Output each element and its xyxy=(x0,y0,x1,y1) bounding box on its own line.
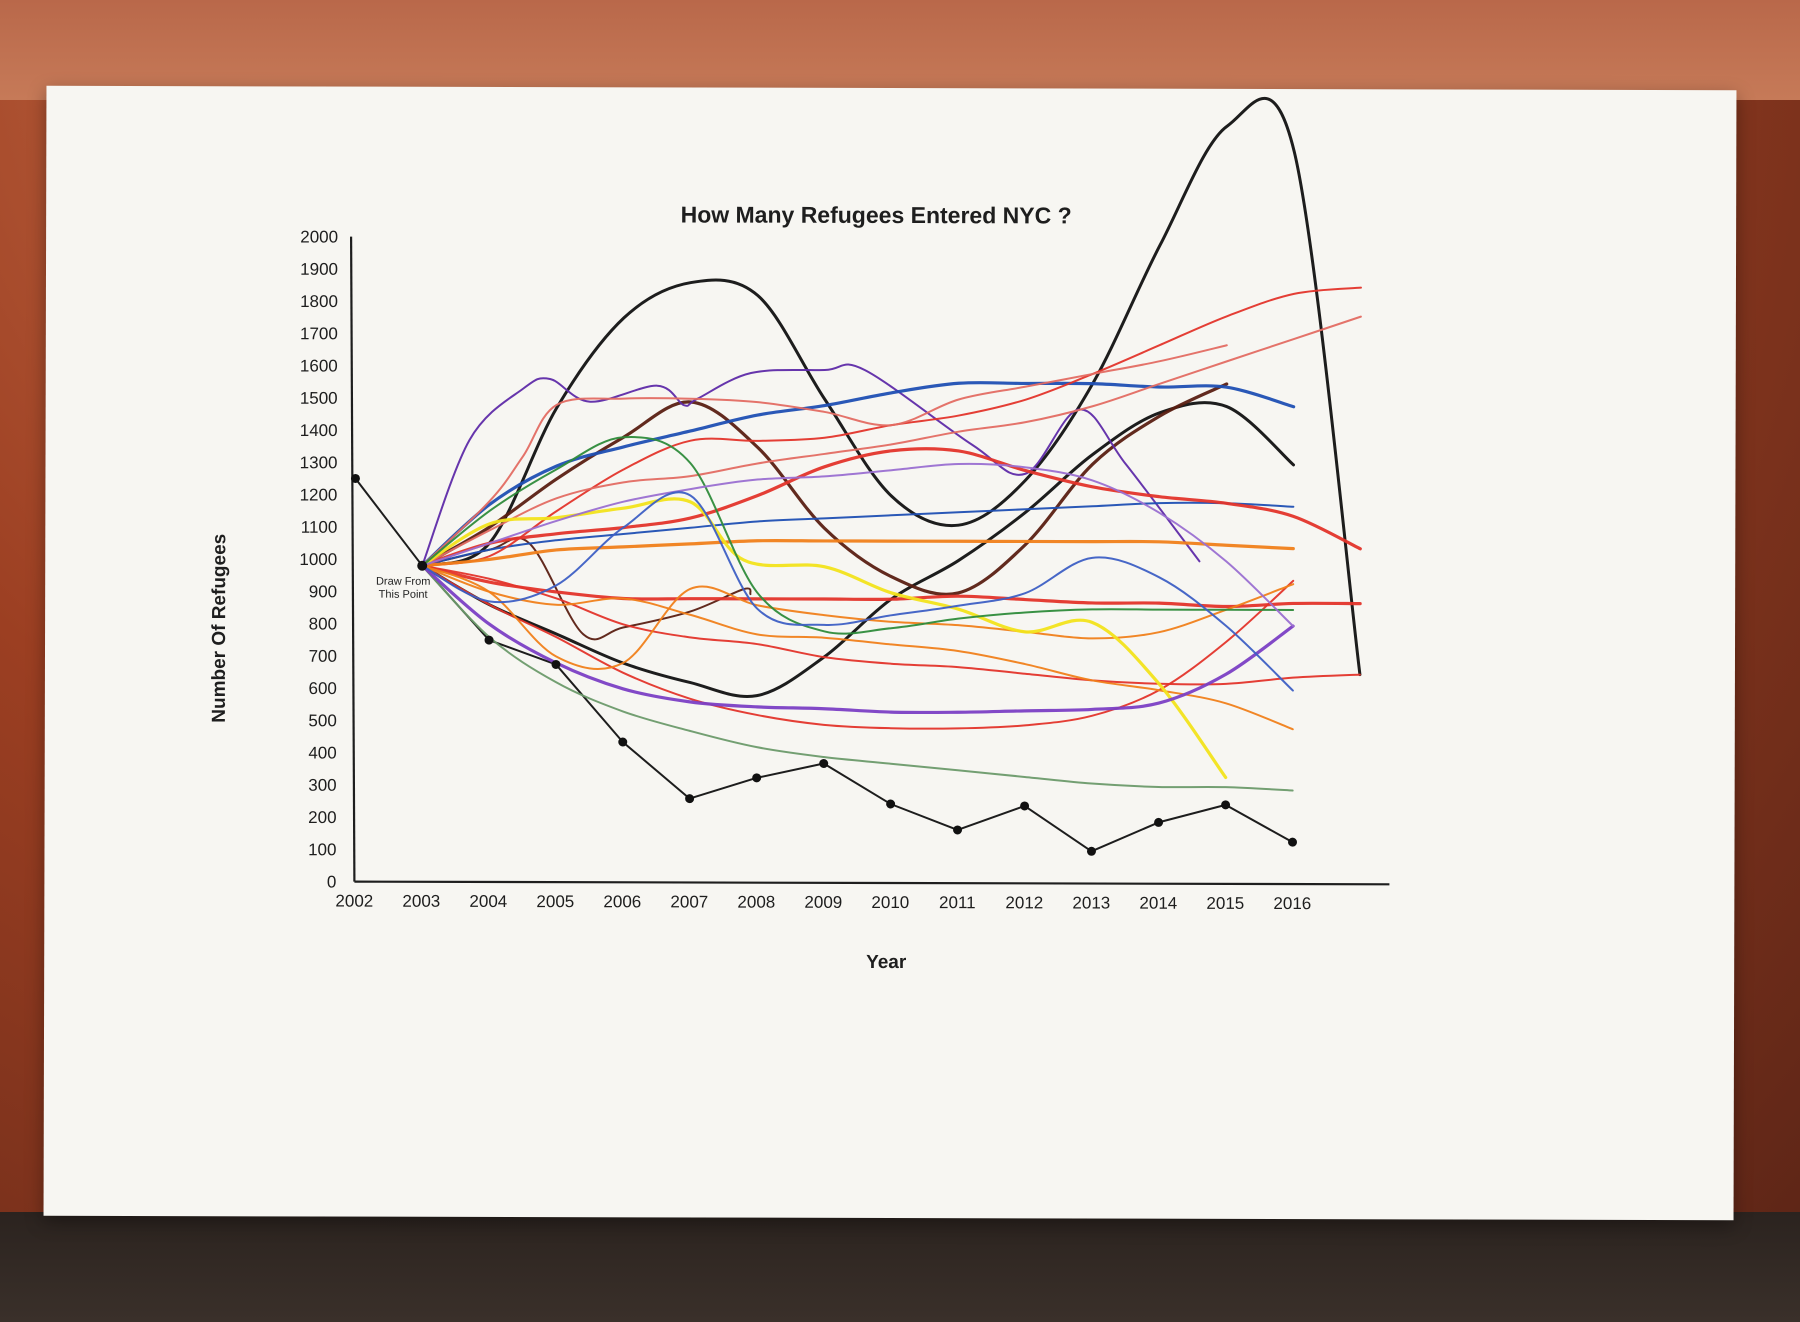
x-axis-line xyxy=(354,880,1390,886)
series-line-13 xyxy=(421,315,1362,567)
data-point xyxy=(1154,817,1164,827)
y-tick-label: 700 xyxy=(309,647,337,666)
series-line-7 xyxy=(421,501,1295,567)
y-tick-label: 1200 xyxy=(300,485,338,504)
series-line-22 xyxy=(421,462,1295,628)
y-tick-label: 200 xyxy=(308,808,336,827)
series-line-1 xyxy=(420,96,1362,677)
y-tick-label: 1100 xyxy=(301,518,338,537)
data-point xyxy=(752,773,762,783)
data-point xyxy=(1020,801,1030,811)
y-tick-label: 600 xyxy=(309,679,337,698)
y-tick-label: 1000 xyxy=(299,550,337,569)
poster: How Many Refugees Entered NYC ? Number O… xyxy=(43,85,1737,1221)
x-tick-label: 2003 xyxy=(402,892,440,911)
x-tick-label: 2005 xyxy=(536,892,574,911)
series-line-19 xyxy=(421,435,1295,635)
x-tick-labels: 2002 2003 2004 2005 2006 2007 2008 2009 2010 2011… xyxy=(335,892,1311,914)
y-tick-label: 2000 xyxy=(300,227,338,246)
y-tick-label: 1900 xyxy=(300,260,338,279)
y-tick-label: 100 xyxy=(308,840,336,859)
data-point xyxy=(685,794,695,804)
series-line-8 xyxy=(421,286,1362,567)
y-tick-label: 1800 xyxy=(300,292,338,311)
annotation-line2: This Point xyxy=(379,589,428,601)
series-line-14 xyxy=(421,344,1228,567)
data-point xyxy=(886,799,896,809)
series-line-17 xyxy=(421,564,1294,731)
y-axis-label: Number Of Refugees xyxy=(209,534,230,723)
data-point xyxy=(1288,837,1298,847)
y-tick-label: 800 xyxy=(309,614,337,633)
line-chart: How Many Refugees Entered NYC ? Number O… xyxy=(209,96,1390,973)
x-tick-label: 2011 xyxy=(939,893,976,912)
y-tick-label: 1400 xyxy=(300,421,338,440)
y-tick-label: 400 xyxy=(308,743,336,762)
series-line-15 xyxy=(420,538,1295,568)
y-tick-label: 1300 xyxy=(300,453,338,472)
series-line-3 xyxy=(420,382,1229,596)
y-tick-label: 1600 xyxy=(300,356,338,375)
data-point xyxy=(484,635,494,645)
x-tick-label: 2014 xyxy=(1139,894,1177,913)
series-line-16 xyxy=(421,564,1295,670)
y-tick-label: 1500 xyxy=(300,389,338,408)
series-line-23 xyxy=(421,491,1294,692)
y-tick-labels: 0 100 200 300 400 500 600 700 800 900 1000 1100 1200… xyxy=(299,227,338,892)
data-point xyxy=(618,737,628,747)
x-tick-label: 2013 xyxy=(1072,893,1110,912)
y-tick-label: 900 xyxy=(309,582,337,601)
chart-title: How Many Refugees Entered NYC ? xyxy=(681,201,1072,228)
x-tick-label: 2008 xyxy=(737,893,775,912)
data-point xyxy=(350,473,360,483)
x-tick-label: 2010 xyxy=(871,893,909,912)
data-point xyxy=(1086,846,1096,856)
x-tick-label: 2015 xyxy=(1206,894,1244,913)
series-line-9 xyxy=(420,564,1362,609)
y-tick-label: 0 xyxy=(327,873,337,892)
data-point xyxy=(1221,800,1231,810)
x-tick-label: 2012 xyxy=(1005,893,1043,912)
annotation-line1: Draw From xyxy=(376,576,430,588)
y-tick-label: 300 xyxy=(308,776,336,795)
x-tick-label: 2004 xyxy=(469,892,507,911)
window-reflection xyxy=(0,0,1800,100)
y-axis-line xyxy=(349,236,356,882)
x-tick-label: 2002 xyxy=(335,892,373,911)
x-tick-label: 2009 xyxy=(804,893,842,912)
x-axis-label: Year xyxy=(866,952,907,973)
data-point xyxy=(819,759,829,769)
start-point xyxy=(417,560,428,571)
series-lines xyxy=(354,96,1362,853)
series-line-20 xyxy=(421,564,1294,792)
floor-reflection xyxy=(0,1212,1800,1322)
data-point xyxy=(551,659,561,669)
y-tick-label: 1700 xyxy=(300,324,338,343)
y-tick-label: 500 xyxy=(308,711,336,730)
x-tick-label: 2007 xyxy=(670,892,708,911)
series-line-18 xyxy=(420,497,1228,780)
series-line-5 xyxy=(421,363,1201,567)
series-markers xyxy=(350,473,1298,856)
data-point xyxy=(953,825,963,835)
x-tick-label: 2006 xyxy=(603,892,641,911)
series-line-12 xyxy=(420,447,1362,568)
x-tick-label: 2016 xyxy=(1273,894,1311,913)
